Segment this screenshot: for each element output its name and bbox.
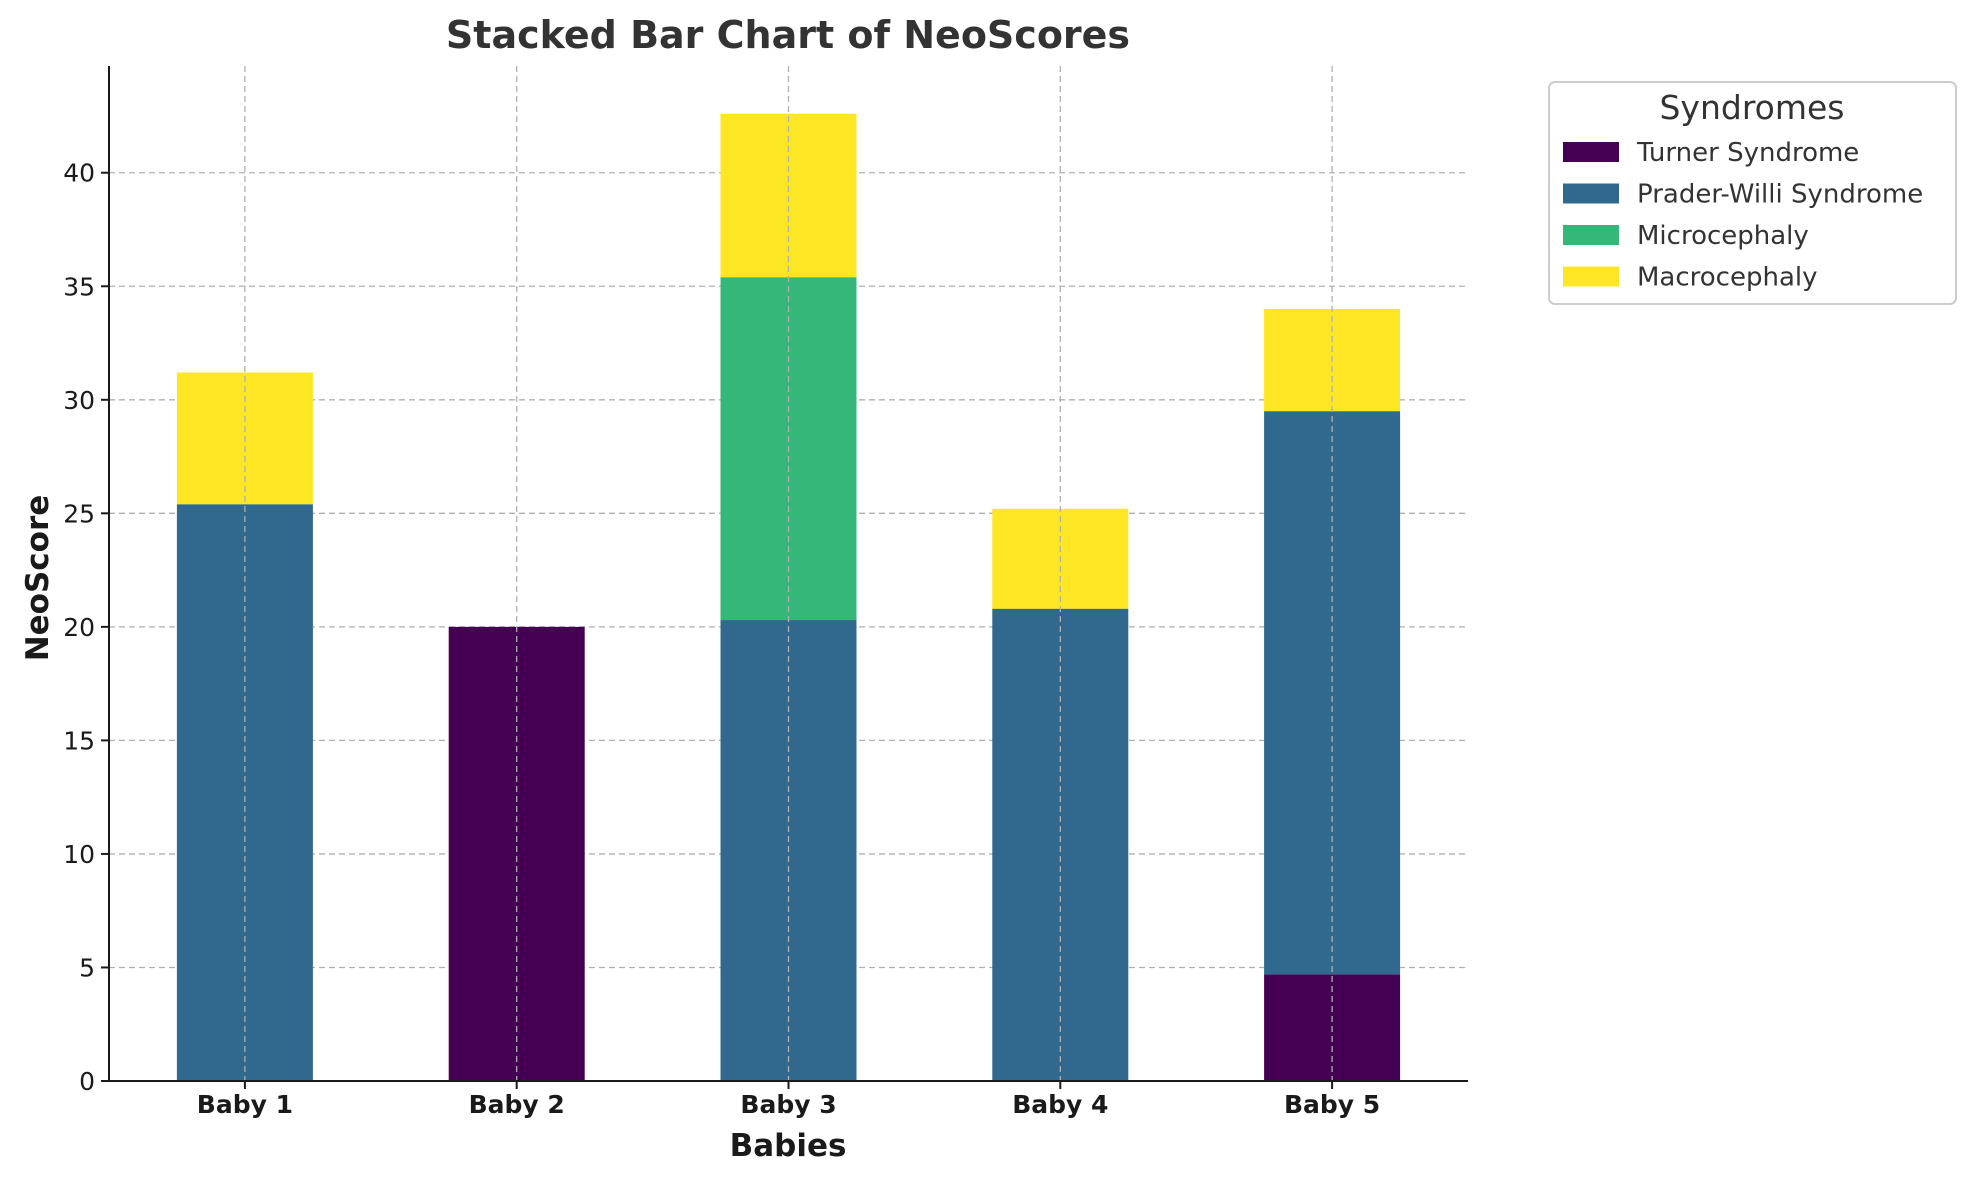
x-ticks: Baby 1 Baby 2 Baby 3 Baby 4 Baby 5 (197, 1081, 1380, 1119)
y-tick-label: 5 (79, 953, 95, 982)
y-axis-label: NeoScore (20, 495, 56, 662)
y-tick-label: 0 (79, 1067, 95, 1096)
y-ticks: 0 5 10 15 20 25 30 35 40 (63, 159, 109, 1096)
chart-title: Stacked Bar Chart of NeoScores (446, 13, 1130, 57)
legend-label: Turner Syndrome (1636, 138, 1859, 168)
y-tick-label: 15 (63, 726, 95, 755)
y-tick-label: 25 (63, 499, 95, 528)
bars (176, 66, 1401, 1081)
legend-box (1548, 81, 1957, 305)
legend-swatch (1563, 225, 1619, 245)
y-tick-label: 20 (63, 613, 95, 642)
x-axis-label: Babies (730, 1128, 847, 1164)
x-tick-label: Baby 1 (197, 1090, 293, 1119)
x-tick-label: Baby 5 (1284, 1090, 1380, 1119)
legend-swatch (1563, 266, 1619, 287)
legend: Syndromes Turner Syndrome Prader-Willi Sy… (1548, 81, 1957, 305)
legend-swatch (1563, 142, 1619, 162)
x-tick-label: Baby 4 (1012, 1090, 1108, 1119)
y-tick-label: 40 (63, 159, 95, 188)
legend-label: Prader-Willi Syndrome (1637, 180, 1923, 210)
legend-label: Macrocephaly (1637, 263, 1818, 293)
y-tick-label: 10 (63, 840, 95, 869)
legend-label: Microcephaly (1637, 221, 1809, 251)
bar-segment (448, 626, 585, 1081)
legend-title: Syndromes (1659, 88, 1844, 127)
y-tick-label: 35 (63, 272, 95, 301)
y-tick-label: 30 (63, 386, 95, 415)
x-tick-label: Baby 3 (740, 1090, 836, 1119)
grid-lines (109, 172, 1468, 969)
x-tick-label: Baby 2 (469, 1090, 565, 1119)
legend-swatch (1563, 183, 1619, 204)
legend-items: Turner Syndrome Prader-Willi Syndrome Micr… (1563, 138, 1923, 293)
